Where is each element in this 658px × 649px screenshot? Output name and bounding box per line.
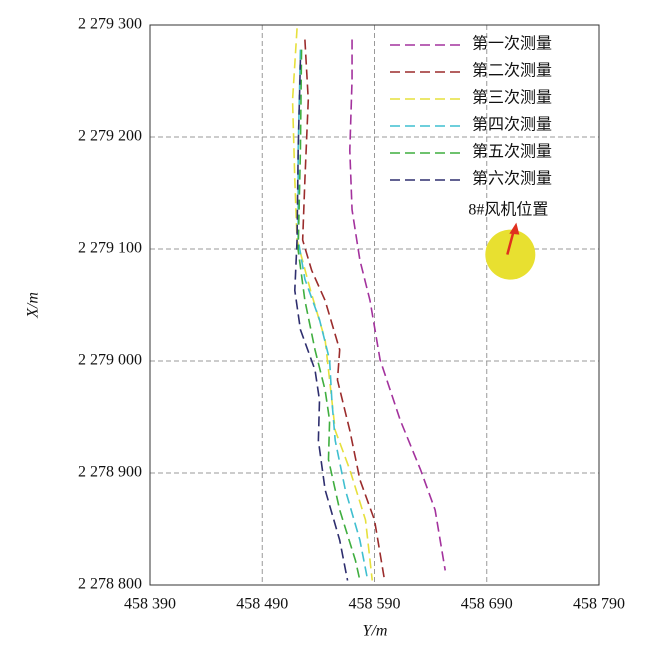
x-tick-label: 458 690 [461,596,513,613]
y-tick-label: 2 278 800 [78,576,142,593]
data-line [297,49,361,581]
y-tick-label: 2 279 000 [78,352,142,369]
x-tick-label: 458 790 [573,596,625,613]
x-axis-label: Y/m [363,623,388,640]
legend-label: 第三次测量 [472,89,552,107]
y-tick-label: 2 279 300 [78,16,142,33]
data-line [349,39,447,571]
y-axis-label: X/m [25,292,42,319]
annotation-label: 8#风机位置 [468,200,548,218]
x-tick-label: 458 490 [236,596,288,613]
y-tick-label: 2 279 100 [78,240,142,257]
annotation-arrowhead [509,222,520,235]
x-tick-label: 458 390 [124,596,176,613]
data-line [301,39,386,581]
data-line [293,59,349,581]
plot-frame [149,24,600,586]
legend-label: 第六次测量 [472,170,552,188]
legend-label: 第五次测量 [472,143,552,161]
legend-label: 第一次测量 [472,35,552,53]
y-tick-label: 2 279 200 [78,128,142,145]
legend-label: 第二次测量 [472,62,552,80]
y-tick-label: 2 278 900 [78,464,142,481]
data-line [291,28,374,581]
x-tick-label: 458 590 [349,596,401,613]
turbine-marker [485,229,536,280]
data-line [297,49,369,581]
legend-label: 第四次测量 [472,116,552,134]
